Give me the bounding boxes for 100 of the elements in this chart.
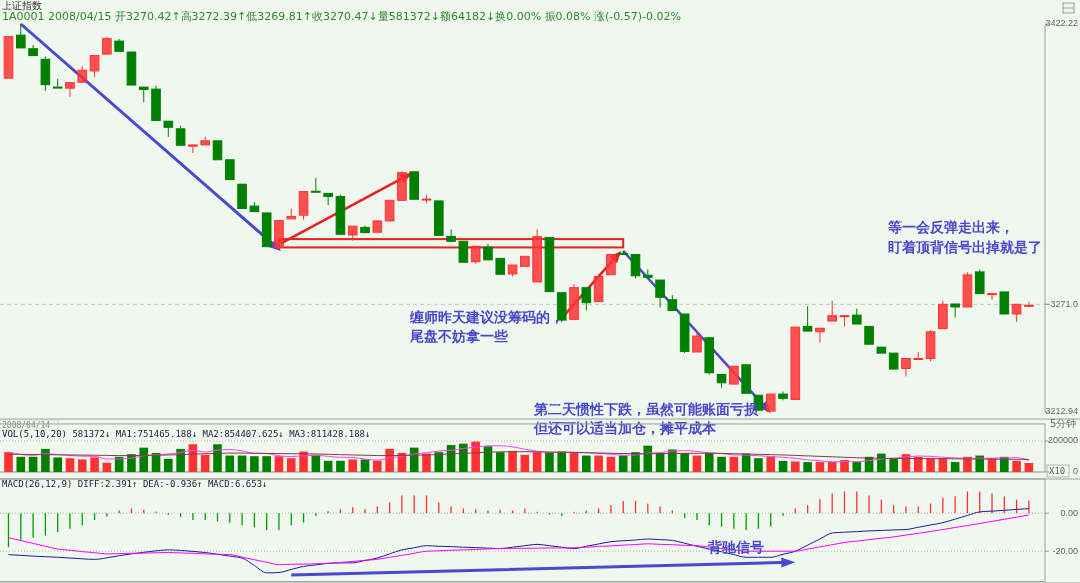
bar xyxy=(1012,460,1021,472)
bar xyxy=(41,448,50,472)
candlestick xyxy=(433,200,444,236)
bar xyxy=(434,452,444,472)
candlestick xyxy=(888,352,899,370)
candlestick xyxy=(827,300,837,322)
line-series xyxy=(8,514,1030,566)
candlestick xyxy=(765,393,776,412)
bar xyxy=(459,443,468,472)
bar xyxy=(360,459,370,472)
candlestick xyxy=(876,346,887,354)
candlestick xyxy=(446,228,456,242)
bar xyxy=(889,458,898,472)
chart-title: MACD(26,12,9) DIFF:2.391↑ DEA:-0.936↑ MACD:6.653↓ xyxy=(2,479,268,489)
bar xyxy=(754,458,763,472)
bar xyxy=(950,462,960,472)
candlestick xyxy=(729,365,739,385)
bar xyxy=(680,452,689,472)
bar xyxy=(53,457,62,472)
candlestick xyxy=(384,199,395,222)
bar xyxy=(913,456,923,472)
text: 5分钟 xyxy=(1050,418,1077,429)
candlestick xyxy=(15,23,26,49)
bar xyxy=(250,456,259,472)
bar xyxy=(323,460,333,472)
candlestick xyxy=(212,140,223,161)
bar xyxy=(274,456,284,472)
bar xyxy=(385,448,394,472)
candlestick xyxy=(40,55,51,92)
annotation: 等一会反弹走出来， xyxy=(887,219,1014,235)
candlestick xyxy=(569,283,579,320)
bar xyxy=(717,456,726,472)
bar xyxy=(77,459,87,472)
text: VOL(5,10,20) 581372↓ MA1:751465.188↓ MA2:854407.625↓ MA3:811428.188↓ xyxy=(2,429,371,439)
bar xyxy=(840,460,849,472)
bar xyxy=(791,461,800,472)
bar xyxy=(926,458,935,472)
candlestick xyxy=(77,65,88,83)
y-tick-label: 200000 xyxy=(1047,435,1078,446)
candlestick xyxy=(950,303,960,319)
annotation: 盯着顶背信号出掉就是了 xyxy=(888,239,1042,255)
bar xyxy=(582,455,591,472)
candlestick xyxy=(520,255,530,267)
line-series xyxy=(8,508,1030,574)
bar xyxy=(237,455,247,472)
candlestick xyxy=(778,391,788,401)
candlestick xyxy=(532,228,542,283)
candlestick xyxy=(114,38,124,52)
annotation: 2008/04/14 xyxy=(2,421,51,430)
candlestick xyxy=(999,291,1010,315)
bar xyxy=(594,455,603,472)
bar xyxy=(852,462,862,472)
bar xyxy=(877,453,886,472)
candlestick xyxy=(815,327,825,344)
bar xyxy=(90,457,99,472)
candlestick xyxy=(151,85,161,121)
candlestick xyxy=(372,220,383,233)
candlestick xyxy=(987,293,997,301)
bar xyxy=(803,462,812,472)
bar xyxy=(1024,463,1034,472)
bar xyxy=(545,452,554,472)
candlestick xyxy=(483,243,493,261)
candlestick xyxy=(126,51,137,86)
candlestick xyxy=(28,44,38,57)
annotation: 但还可以适当加仓，摊平成本 xyxy=(533,420,717,436)
bar xyxy=(618,455,628,472)
chart-subtitle: 1A0001 2008/04/15 开3270.42↑高3272.39↑低3269.81↑收3270.47↓量581372↓额64182↓换0.00% 振0.08% 涨(-0.57)-0.02% xyxy=(2,10,681,23)
annotation: 缠师昨天建议没筹码的， xyxy=(409,309,564,325)
candlestick xyxy=(163,120,174,138)
annotation: 第二天惯性下跌，虽然可能账面亏损 xyxy=(533,401,759,417)
bar xyxy=(336,460,345,472)
y-tick-label: 3212.94 xyxy=(1045,406,1078,417)
candlestick xyxy=(224,159,235,181)
candlestick xyxy=(655,279,665,309)
text: X10 xyxy=(1049,466,1066,476)
bar xyxy=(65,458,75,472)
candlestick xyxy=(458,240,469,263)
bar xyxy=(262,456,271,472)
bar xyxy=(692,455,702,472)
candlestick xyxy=(495,257,506,275)
candlestick xyxy=(138,86,149,103)
candlestick xyxy=(65,82,75,98)
bar xyxy=(827,462,837,472)
candlestick xyxy=(901,357,911,377)
candlestick xyxy=(360,225,370,234)
candlestick xyxy=(802,305,813,332)
candlestick xyxy=(1024,301,1034,307)
bar xyxy=(557,451,567,472)
bar xyxy=(139,447,149,472)
line-series xyxy=(8,451,1030,460)
candlestick xyxy=(323,192,333,206)
bar xyxy=(164,458,173,472)
annotation: 尾盘不妨拿一些 xyxy=(409,328,509,344)
bar xyxy=(225,455,235,472)
y-tick-label: -20.00 xyxy=(1052,545,1078,556)
candlestick xyxy=(913,351,924,360)
chart-title: 上证指数 xyxy=(2,0,42,11)
bar xyxy=(200,454,210,472)
candlestick xyxy=(716,373,727,389)
y-tick-label: 0 xyxy=(1072,466,1078,477)
